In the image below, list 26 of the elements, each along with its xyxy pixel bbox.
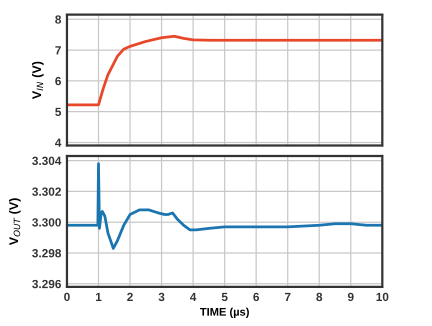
x-axis-title: TIME (µs) (200, 308, 249, 318)
x-tick-label: 4 (190, 292, 196, 301)
x-tick-label: 8 (316, 292, 322, 302)
y-tick-label: 7 (55, 46, 61, 54)
y-tick-label: 8 (55, 15, 62, 24)
y-tick-label: 6 (55, 76, 61, 86)
line-series (66, 34, 382, 106)
y-tick-label: 3.300 (32, 218, 61, 227)
x-tick-label: 2 (127, 292, 133, 301)
x-tick-label: 5 (222, 292, 228, 302)
x-tick-label: 1 (96, 292, 102, 301)
y-tick-label: 3.296 (32, 280, 61, 288)
y-tick-label: 3.304 (32, 156, 62, 166)
x-tick-label: 10 (376, 292, 388, 302)
y-tick-label: 4 (55, 138, 62, 147)
x-tick-label: 9 (348, 292, 354, 302)
y-tick-label: 3.298 (32, 249, 62, 258)
y-tick-label: 3.302 (32, 187, 61, 196)
x-tick-label: 3 (158, 292, 164, 302)
x-tick-label: 0 (64, 292, 70, 302)
y-axis-title: V$_{OUT}$ (V) (9, 198, 21, 246)
line-series (66, 162, 382, 250)
y-tick-label: 5 (55, 108, 62, 116)
x-tick-label: 6 (253, 292, 260, 302)
y-axis-title: V$_{IN}$ (V) (32, 62, 44, 100)
x-tick-label: 7 (284, 292, 290, 301)
